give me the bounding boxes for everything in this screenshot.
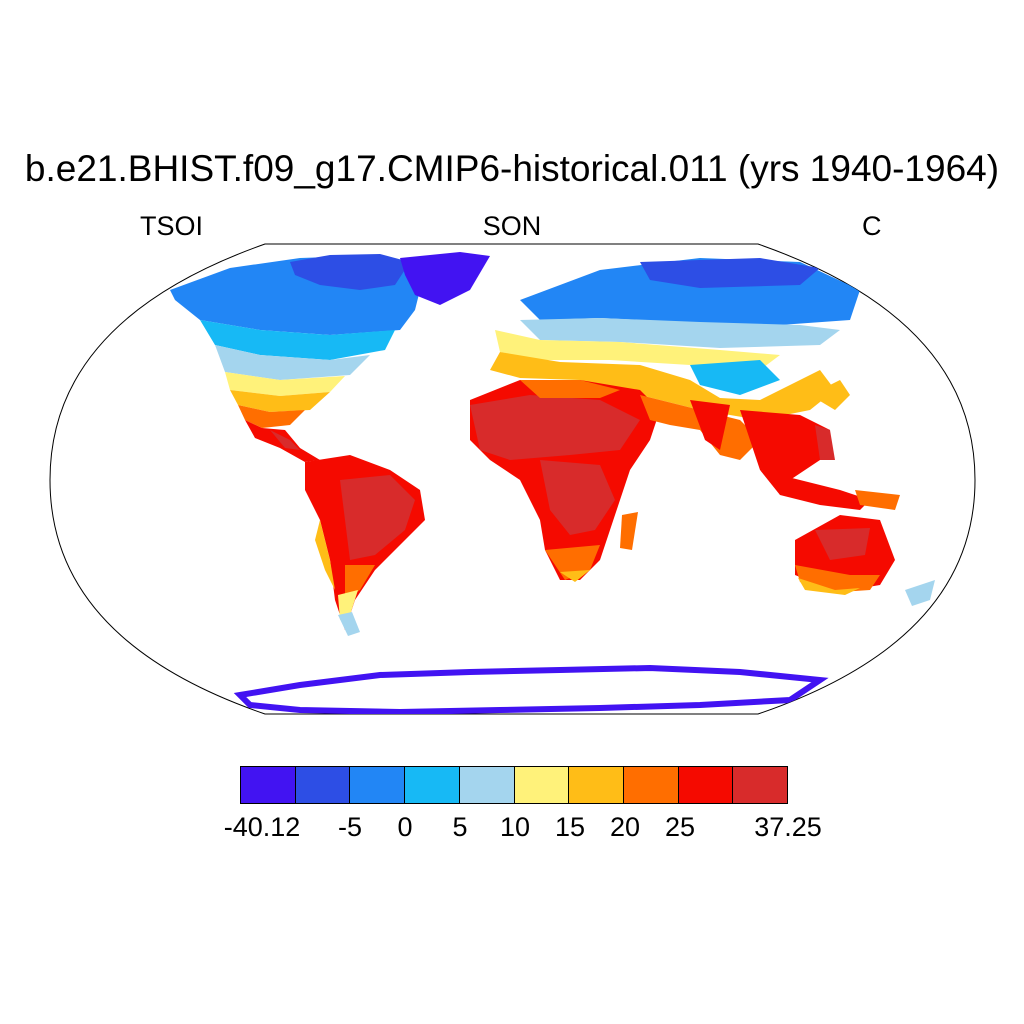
colorbar-tick-label: 20 — [609, 812, 641, 842]
plot-title: b.e21.BHIST.f09_g17.CMIP6-historical.011… — [24, 148, 1000, 189]
colorbar-tick-label: -5 — [337, 812, 363, 842]
colorbar-tick-label: 5 — [452, 812, 468, 842]
colorbar-tick-label: 15 — [554, 812, 586, 842]
colorbar-swatch — [405, 767, 460, 803]
eurasia-region — [490, 258, 860, 420]
colorbar-swatch — [733, 767, 788, 803]
colorbar-swatch — [295, 767, 351, 803]
colorbar-tick-label: -40.12 — [223, 812, 301, 842]
colorbar-tick-label: 10 — [499, 812, 531, 842]
antarctica-region — [233, 664, 829, 714]
colorbar-swatch — [623, 767, 679, 803]
colorbar-swatch — [514, 767, 570, 803]
north-america-region — [170, 254, 420, 462]
colorbar — [240, 766, 788, 804]
colorbar-swatch — [459, 767, 515, 803]
variable-label: TSOI — [140, 211, 204, 241]
australia-region — [795, 515, 935, 606]
colorbar-tick-label: 25 — [664, 812, 696, 842]
south-asia-region — [640, 395, 900, 510]
colorbar-tick-label: 37.25 — [754, 812, 822, 842]
colorbar-swatch — [350, 767, 406, 803]
colorbar-swatch — [678, 767, 734, 803]
africa-region — [470, 380, 660, 582]
south-america-region — [305, 455, 425, 636]
season-label: SON — [482, 211, 542, 241]
colorbar-swatch — [241, 767, 296, 803]
units-label: C — [862, 211, 882, 241]
greenland-region — [400, 252, 490, 305]
colorbar-swatch — [569, 767, 624, 803]
colorbar-tick-label: 0 — [397, 812, 413, 842]
